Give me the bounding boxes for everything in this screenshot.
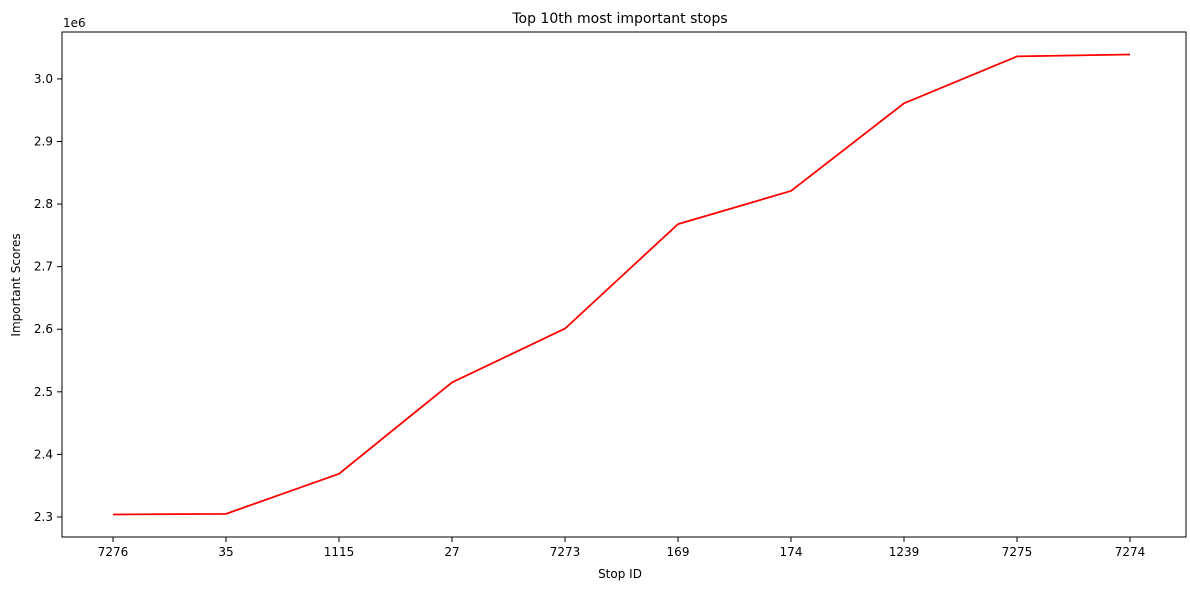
plot-frame bbox=[61, 31, 1187, 538]
x-tick-label: 1239 bbox=[889, 545, 920, 559]
y-tick-label: 2.9 bbox=[34, 135, 53, 149]
x-tick-label: 27 bbox=[444, 545, 459, 559]
x-tick-label: 35 bbox=[218, 545, 233, 559]
x-tick-label: 7276 bbox=[98, 545, 129, 559]
chart-title: Top 10th most important stops bbox=[511, 11, 727, 27]
y-tick-label: 2.8 bbox=[34, 197, 53, 211]
y-tick-label: 2.4 bbox=[34, 447, 53, 461]
x-axis-ticks: 7276 35 1115 27 7273 169 174 1239 7275 7274 bbox=[98, 537, 1146, 559]
y-tick-label: 2.7 bbox=[34, 260, 53, 274]
x-tick-label: 1115 bbox=[324, 545, 355, 559]
y-tick-label: 2.3 bbox=[34, 510, 53, 524]
y-tick-label: 2.6 bbox=[34, 322, 53, 336]
x-tick-label: 7274 bbox=[1115, 545, 1146, 559]
x-tick-label: 174 bbox=[780, 545, 803, 559]
y-axis-label: Important Scores bbox=[9, 233, 23, 336]
series-line bbox=[112, 53, 1131, 516]
x-tick-label: 169 bbox=[667, 545, 690, 559]
y-tick-label: 2.5 bbox=[34, 385, 53, 399]
y-offset-label: 1e6 bbox=[63, 16, 86, 30]
x-axis-label: Stop ID bbox=[598, 567, 642, 581]
x-tick-label: 7273 bbox=[550, 545, 581, 559]
x-tick-label: 7275 bbox=[1002, 545, 1033, 559]
y-tick-label: 3.0 bbox=[34, 72, 53, 86]
y-axis-ticks: 2.3 2.4 2.5 2.6 2.7 2.8 2.9 3.0 bbox=[34, 72, 62, 524]
